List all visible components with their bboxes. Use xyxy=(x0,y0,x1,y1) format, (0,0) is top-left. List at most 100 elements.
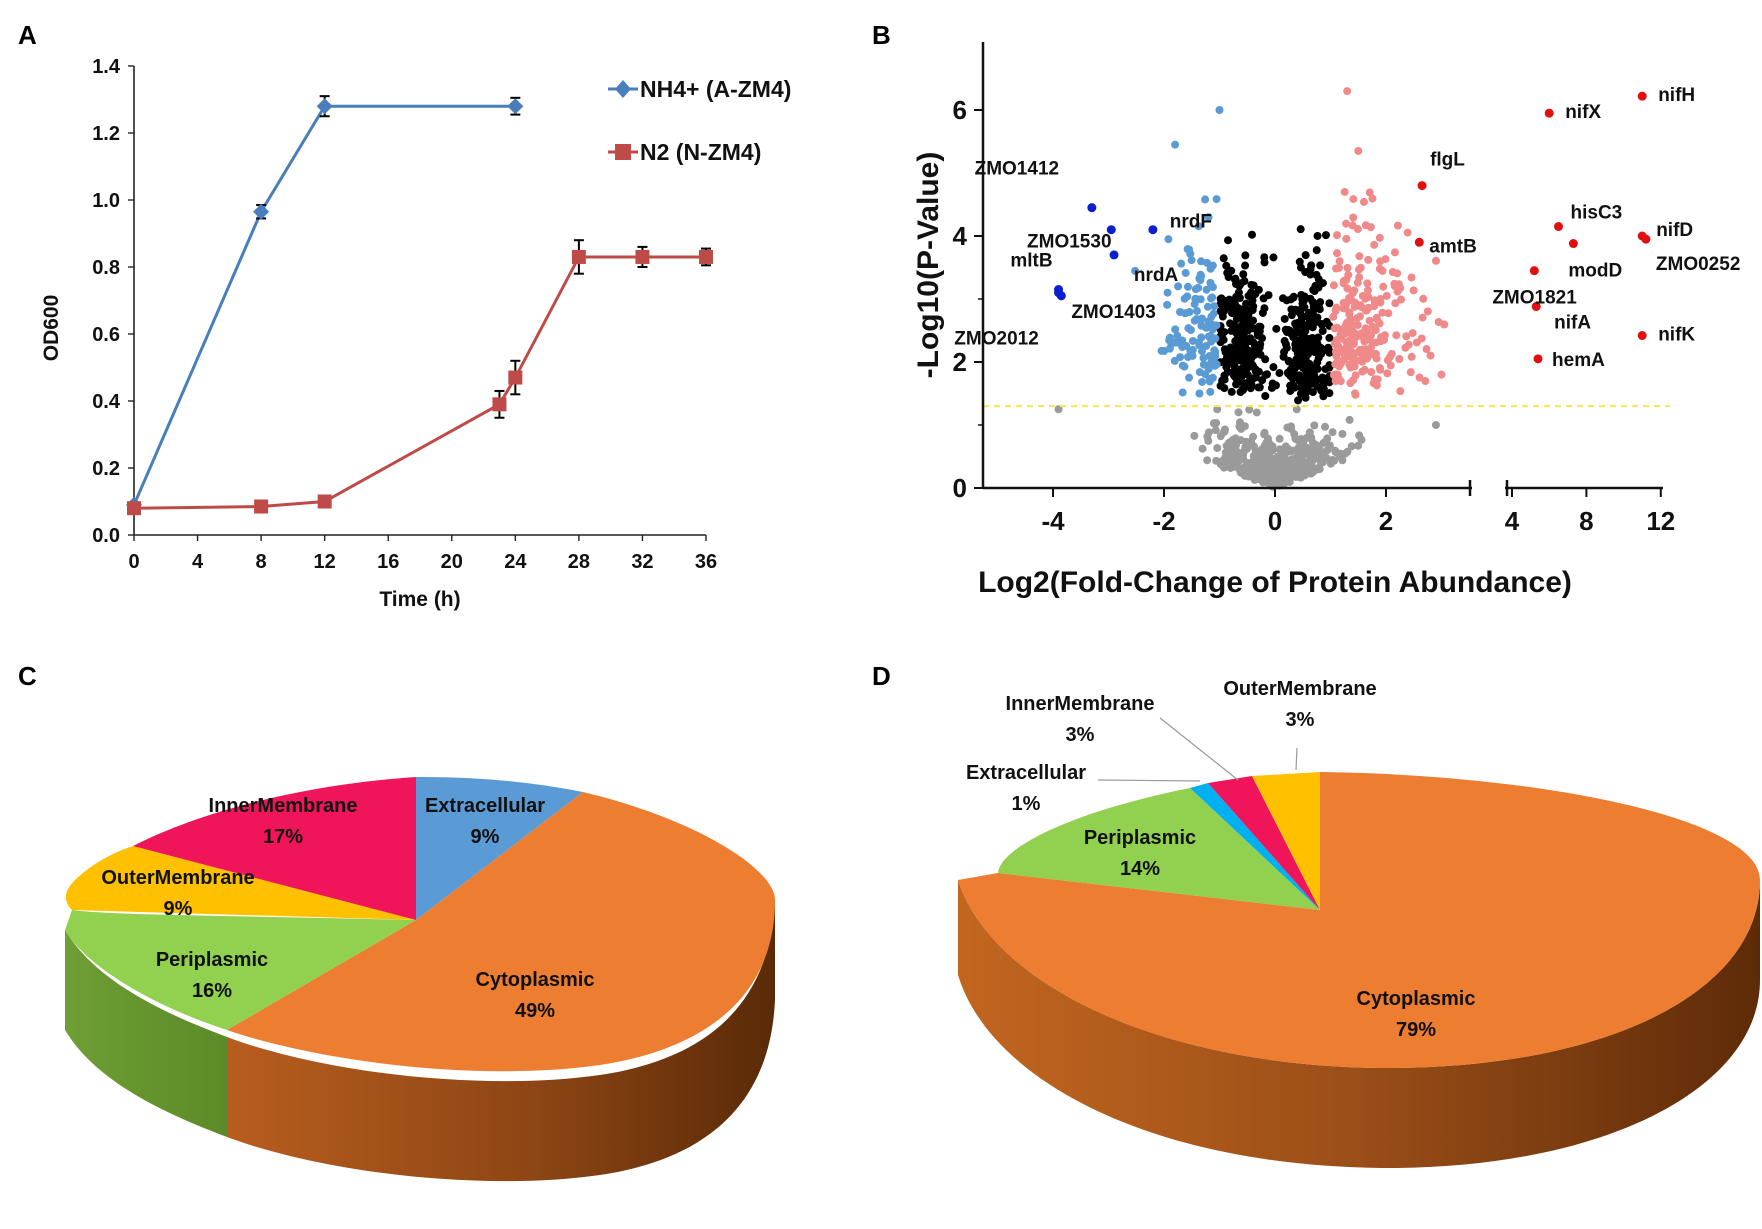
b-point-up xyxy=(1342,234,1351,243)
b-point-not-significant xyxy=(1249,442,1258,451)
d-leader-innermembrane xyxy=(1159,717,1239,781)
c-slice-cytoplasmic[interactable] xyxy=(227,792,775,1072)
b-point-down xyxy=(1206,359,1215,368)
a-x-tick-label: 20 xyxy=(441,551,463,573)
c-slice-innermembrane[interactable] xyxy=(133,777,416,920)
b-point-down xyxy=(1211,334,1220,343)
b-point-down xyxy=(1202,341,1211,350)
b-point-significant xyxy=(1297,291,1306,300)
b-point-up xyxy=(1391,299,1400,308)
a-x-tick-label: 16 xyxy=(377,551,399,573)
b-point-significant xyxy=(1314,349,1323,358)
b-point-significant xyxy=(1286,386,1295,395)
b-point-up xyxy=(1381,255,1390,264)
b-point-not-significant xyxy=(1203,456,1212,465)
b-point-highlight-up xyxy=(1414,237,1424,247)
b-point-significant xyxy=(1243,349,1252,358)
pie-chart-c: Extracellular 9% Cytoplasmic 49% Peripla… xyxy=(65,776,775,1182)
b-point-significant xyxy=(1248,360,1257,369)
b-point-highlight-up xyxy=(1417,181,1427,191)
b-point-not-significant xyxy=(1209,419,1218,428)
b-x-tick-label: 8 xyxy=(1579,506,1593,536)
b-point-up xyxy=(1333,231,1342,240)
b-point-up xyxy=(1351,333,1360,342)
a-series-line-0 xyxy=(132,104,516,506)
b-point-significant xyxy=(1318,279,1327,288)
b-point-up xyxy=(1418,313,1427,322)
b-point-up xyxy=(1341,304,1350,313)
b-point-up xyxy=(1363,286,1372,295)
b-point-up xyxy=(1333,249,1342,258)
a-x-tick-label: 36 xyxy=(695,551,717,573)
b-point-significant xyxy=(1322,375,1331,384)
d-leader-outermembrane xyxy=(1295,747,1298,771)
b-gene-label: nifA xyxy=(1554,313,1591,334)
b-point-up xyxy=(1335,362,1344,371)
b-point-significant xyxy=(1263,370,1272,379)
c-slice-periplasmic[interactable] xyxy=(65,910,416,1030)
b-x-axis-title: Log2(Fold-Change of Protein Abundance) xyxy=(978,566,1572,599)
b-point-significant xyxy=(1325,389,1334,398)
b-point-down xyxy=(1157,346,1166,355)
d-slice-outermembrane[interactable] xyxy=(1252,772,1320,910)
b-point-not-significant xyxy=(1198,444,1207,453)
b-point-not-significant xyxy=(1260,428,1269,437)
b-point-down xyxy=(1197,333,1206,342)
c-slice-extracellular[interactable] xyxy=(416,776,583,920)
b-point-not-significant xyxy=(1211,426,1220,435)
b-point-down xyxy=(1174,282,1183,291)
pie-chart-d: Cytoplasmic 79% Periplasmic 14% Extracel… xyxy=(958,678,1760,1169)
b-point-significant xyxy=(1254,348,1263,357)
d-slice-innermembrane[interactable] xyxy=(1208,776,1320,910)
c-slice-outermembrane[interactable] xyxy=(65,846,416,920)
b-point-significant xyxy=(1232,329,1241,338)
b-point-significant xyxy=(1313,313,1322,322)
b-point-significant xyxy=(1309,302,1318,311)
b-point-not-significant xyxy=(1310,421,1319,430)
b-gene-label: amtB xyxy=(1429,236,1477,257)
b-point-up xyxy=(1396,387,1405,396)
b-point-significant xyxy=(1237,279,1246,288)
b-point-up xyxy=(1339,276,1348,285)
b-point-up xyxy=(1408,329,1417,338)
b-point-not-significant xyxy=(1213,405,1222,414)
a-y-tick-label: 0.0 xyxy=(92,525,120,547)
b-point-not-significant xyxy=(1305,428,1314,437)
b-point-up xyxy=(1375,233,1384,242)
b-point-significant xyxy=(1307,261,1316,270)
b-point-significant xyxy=(1227,387,1236,396)
b-point-significant xyxy=(1282,296,1291,305)
b-point-up xyxy=(1349,356,1358,365)
b-point-down xyxy=(1204,213,1213,222)
d-slice-extracellular[interactable] xyxy=(1190,783,1320,910)
d-slice-cytoplasmic[interactable] xyxy=(958,772,1760,1069)
b-y-tick-label: 6 xyxy=(953,95,967,125)
b-gene-label: ZMO2012 xyxy=(954,329,1038,350)
b-point-up xyxy=(1342,219,1351,228)
b-point-up xyxy=(1333,323,1342,332)
b-point-significant xyxy=(1231,337,1240,346)
b-point-up xyxy=(1350,302,1359,311)
b-point-down xyxy=(1205,351,1214,360)
b-point-up xyxy=(1351,389,1360,398)
b-point-up xyxy=(1379,282,1388,291)
a-x-tick-label: 4 xyxy=(192,551,204,573)
b-point-significant xyxy=(1294,396,1303,405)
b-point-down xyxy=(1195,368,1204,377)
d-slice-periplasmic[interactable] xyxy=(998,788,1320,910)
b-point-significant xyxy=(1289,333,1298,342)
b-point-highlight-up xyxy=(1554,222,1563,232)
b-point-down xyxy=(1180,294,1189,303)
a-point-n2 xyxy=(508,370,523,385)
b-gene-label: hisC3 xyxy=(1571,203,1623,224)
b-point-significant xyxy=(1224,272,1233,281)
b-point-up xyxy=(1383,369,1392,378)
b-point-not-significant xyxy=(1213,444,1222,453)
b-point-down xyxy=(1165,333,1174,342)
c-label-extracellular-pct: 9% xyxy=(471,826,500,848)
b-point-significant xyxy=(1242,299,1251,308)
b-point-up xyxy=(1369,379,1378,388)
b-point-not-significant xyxy=(1326,459,1335,468)
b-point-highlight-up xyxy=(1544,108,1554,118)
b-point-significant xyxy=(1295,308,1304,317)
